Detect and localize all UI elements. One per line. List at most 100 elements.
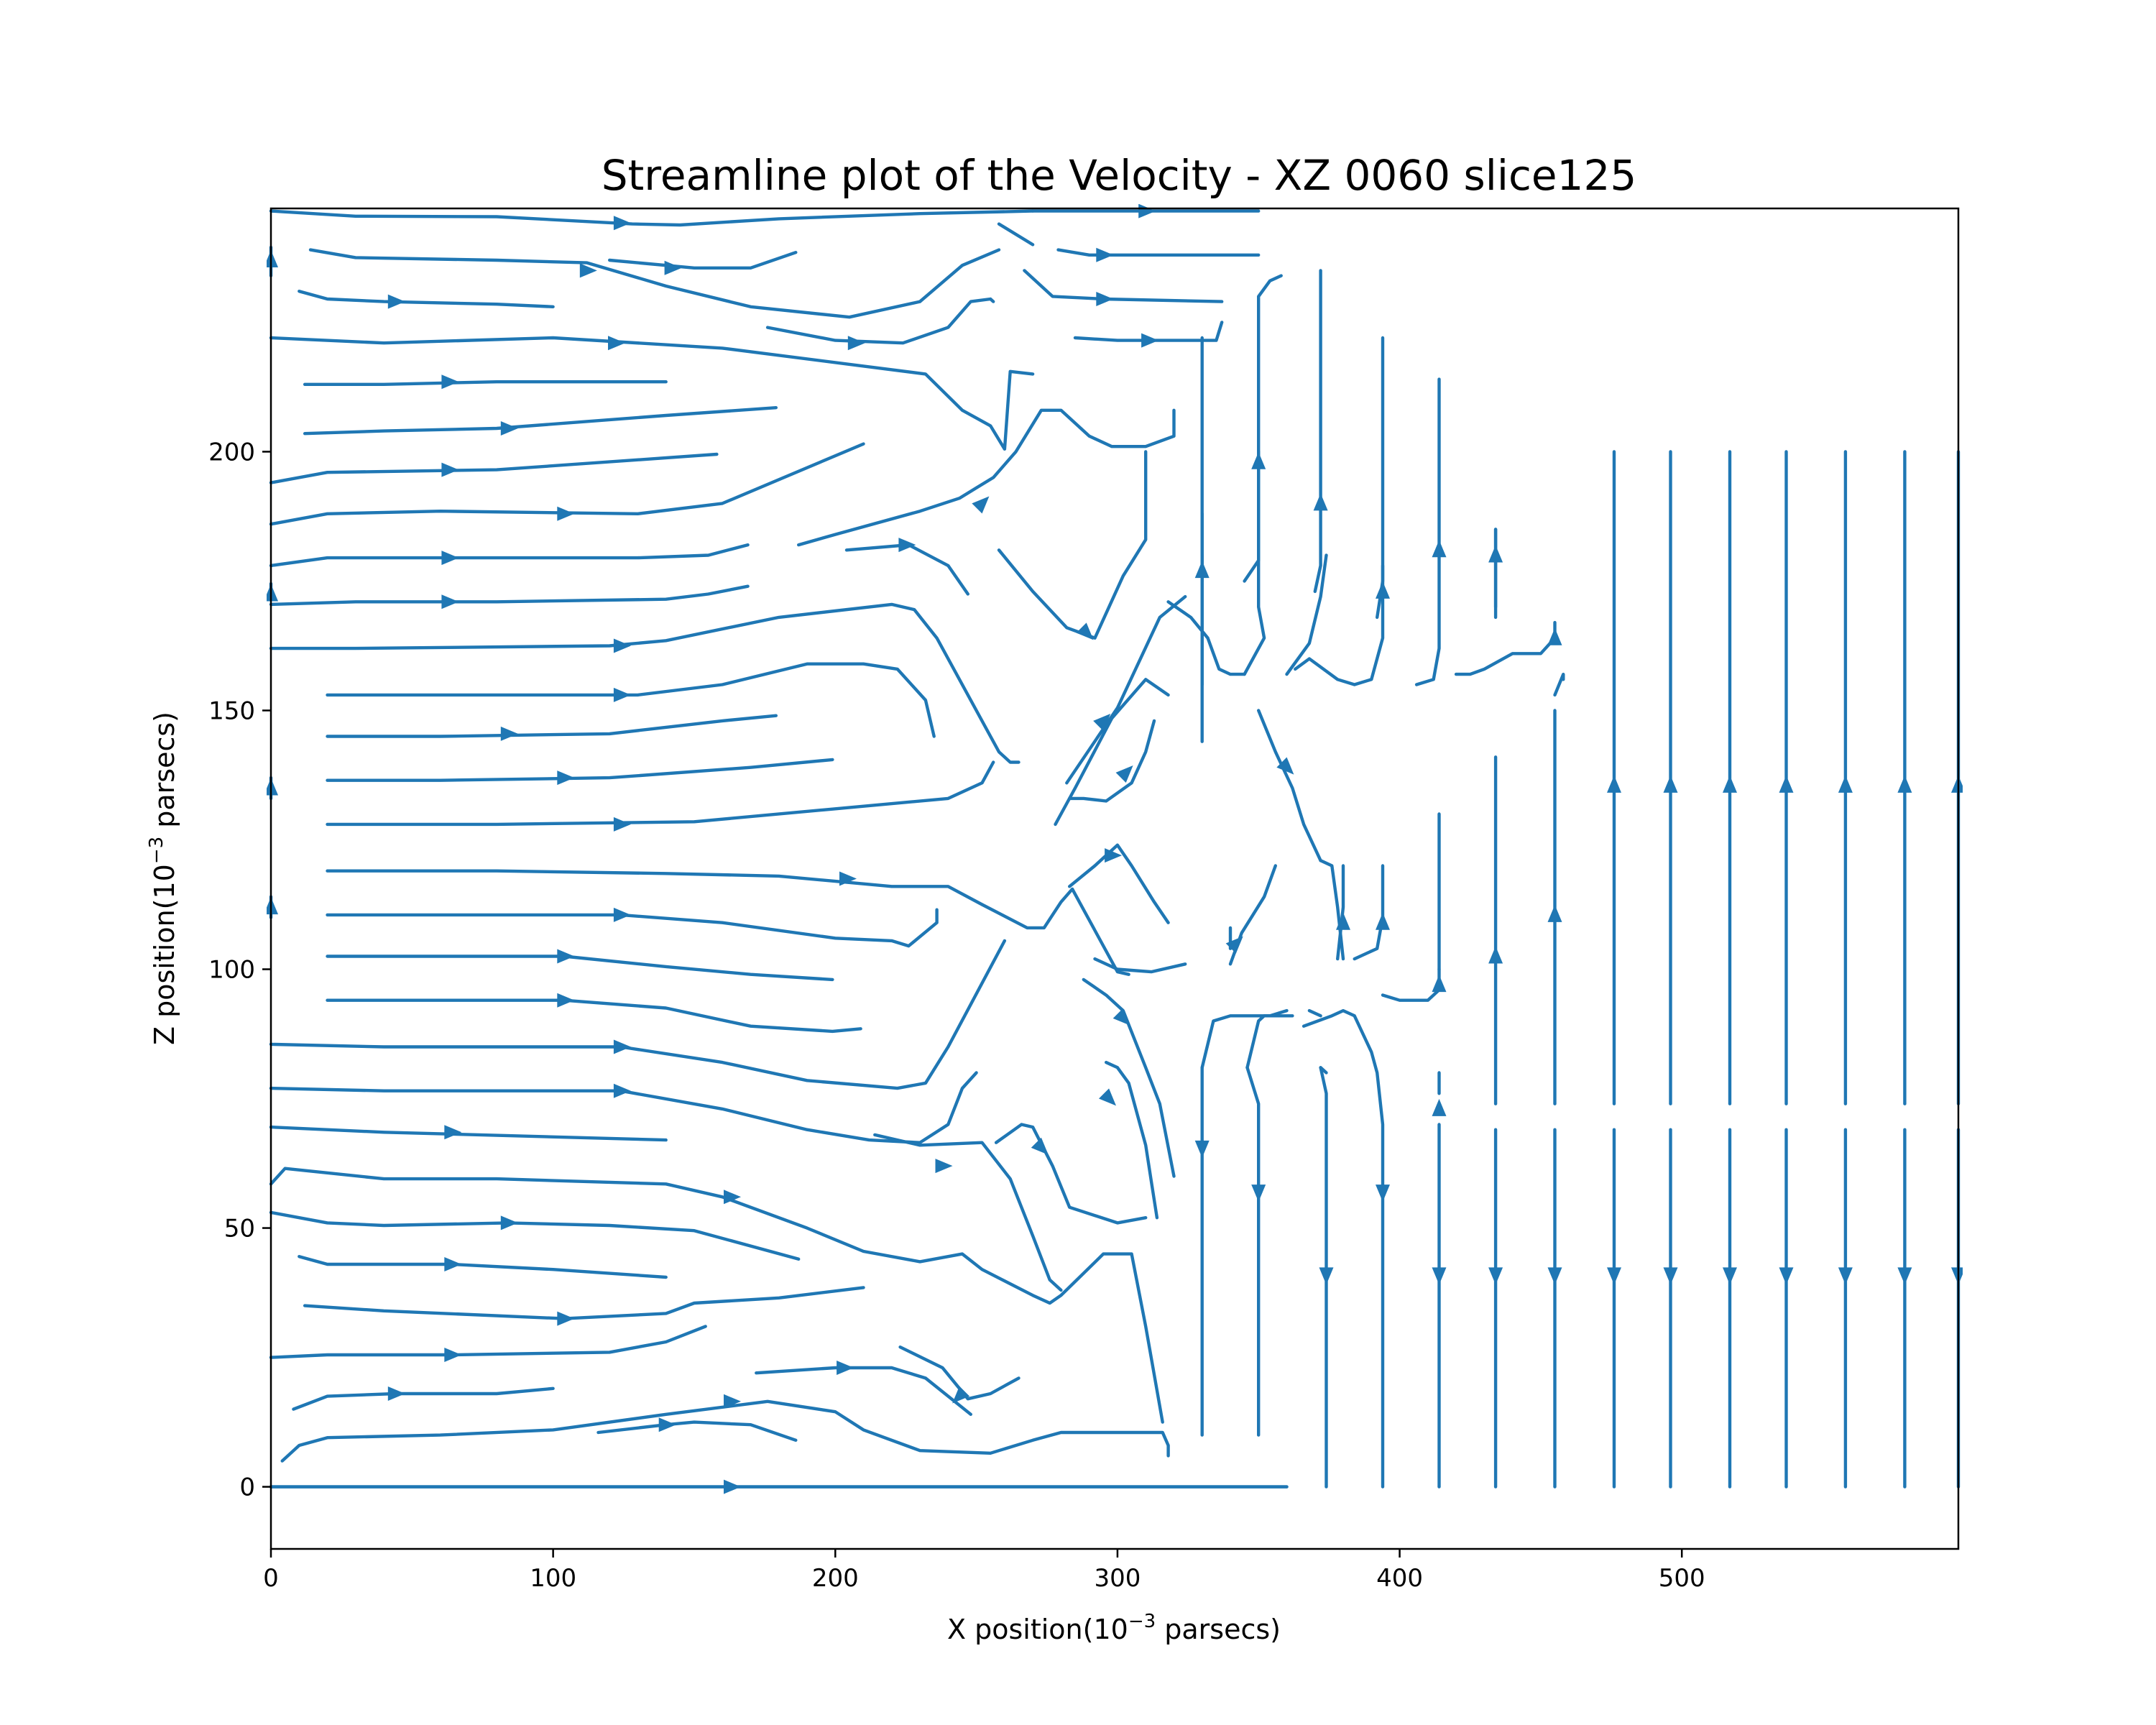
streamline-29 (326, 908, 939, 948)
streamline-8 (1056, 248, 1261, 257)
chart-title: Streamline plot of the Velocity - XZ 006… (602, 151, 1637, 200)
arrow-marker-24 (441, 594, 459, 610)
streamline-9 (298, 290, 555, 308)
arrow-marker-55 (1194, 1140, 1210, 1158)
arrow-marker-3 (579, 263, 597, 278)
arrow-marker-77 (1779, 775, 1794, 793)
streamline-65 (1375, 336, 1385, 620)
arrow-marker-83 (837, 1361, 854, 1375)
arrow-marker-37 (1105, 848, 1123, 863)
arrow-marker-13 (441, 462, 459, 477)
streamline-24 (326, 662, 936, 738)
arrow-marker-63 (1319, 1267, 1334, 1285)
streamline-30 (326, 954, 834, 982)
streamline-21 (844, 543, 970, 596)
streamline-43 (755, 1366, 973, 1417)
streamline-7 (1023, 269, 1224, 303)
arrow-marker-50 (613, 1039, 631, 1054)
arrow-marker-1 (1138, 204, 1156, 218)
plot-frame (270, 207, 1960, 1550)
arrow-marker-22 (1432, 540, 1447, 558)
arrow-marker-42 (1376, 912, 1390, 930)
arrow-marker-36 (613, 816, 631, 832)
streamline-22 (997, 450, 1148, 640)
arrow-marker-65 (1488, 1267, 1503, 1285)
arrow-marker-86 (724, 1394, 741, 1409)
x-axis-title-suffix: parsecs) (1156, 1614, 1281, 1645)
streamline-64 (1294, 564, 1385, 686)
streamline-27 (326, 760, 995, 827)
streamline-83 (1319, 1066, 1328, 1489)
arrow-marker-48 (557, 993, 575, 1008)
x-tick-label: 200 (812, 1564, 859, 1593)
arrow-marker-16 (898, 538, 916, 553)
arrow-marker-6 (387, 294, 405, 309)
arrow-marker-67 (1607, 1267, 1621, 1285)
streamline-15 (269, 452, 719, 484)
arrow-marker-76 (1723, 775, 1737, 793)
y-axis-title: Z position(10−3 parsecs) (146, 712, 180, 1045)
arrow-marker-0 (613, 216, 631, 231)
arrow-marker-74 (1607, 775, 1621, 793)
arrow-marker-64 (1432, 1267, 1447, 1285)
streamline-56 (1166, 600, 1246, 676)
x-axis-title-prefix: X position(10 (947, 1614, 1128, 1645)
streamline-41 (280, 1399, 1170, 1463)
streamline-45 (873, 1133, 1063, 1292)
arrow-marker-7 (1096, 292, 1114, 306)
streamline-77 (1200, 1008, 1289, 1070)
streamline-16 (269, 442, 865, 526)
streamline-81 (1302, 1008, 1385, 1489)
streamline-63 (1285, 553, 1328, 676)
streamline-49 (1082, 978, 1176, 1178)
streamline-52 (1054, 678, 1170, 827)
streamline-10 (269, 336, 1035, 451)
streamline-51 (1065, 594, 1187, 785)
streamline-84 (1319, 1066, 1328, 1075)
arrow-marker-56 (1031, 1137, 1049, 1155)
arrow-marker-59 (1376, 1184, 1390, 1202)
streamline-60 (1243, 274, 1283, 583)
streamline-23 (269, 602, 1021, 764)
arrow-marker-43 (1547, 904, 1562, 922)
arrow-marker-18 (1194, 561, 1210, 579)
streamline-5 (918, 248, 1001, 303)
arrow-marker-52 (1098, 1088, 1116, 1106)
streamline-46 (994, 1123, 1148, 1225)
x-tick-label: 300 (1094, 1564, 1141, 1593)
arrow-marker-78 (1838, 775, 1853, 793)
streamline-37 (298, 1254, 668, 1279)
arrow-marker-70 (1779, 1267, 1794, 1285)
arrow-marker-57 (935, 1159, 953, 1174)
streamline-0 (269, 209, 1035, 227)
y-axis-title-suffix: parsecs) (149, 712, 180, 837)
streamline-44 (898, 1345, 1021, 1401)
arrow-marker-19 (1251, 451, 1266, 469)
arrow-marker-4 (664, 260, 682, 275)
streamline-79 (1245, 1066, 1261, 1437)
arrow-marker-34 (557, 770, 575, 786)
streamline-26 (326, 758, 834, 782)
streamline-14 (303, 406, 778, 436)
streamline-36 (269, 1210, 801, 1261)
streamline-28 (326, 869, 1130, 976)
y-axis: 0 50 100 150 200 (208, 438, 271, 1502)
arrow-marker-84 (387, 1386, 405, 1401)
arrow-marker-9 (847, 336, 865, 351)
streamline-73 (1335, 864, 1345, 961)
arrow-marker-15 (557, 506, 575, 521)
streamline-40 (292, 1386, 555, 1411)
arrow-marker-33 (1115, 765, 1133, 783)
arrow-marker-8 (608, 336, 625, 351)
y-tick-label: 200 (208, 438, 255, 466)
arrow-marker-10 (1141, 333, 1159, 348)
arrow-marker-47 (1432, 975, 1447, 993)
x-tick-label: 500 (1659, 1564, 1705, 1593)
streamline-17 (269, 543, 750, 568)
arrow-marker-12 (500, 421, 518, 436)
streamline-13 (303, 380, 668, 386)
streamline-39 (269, 1325, 707, 1359)
streamline-35 (269, 1167, 1164, 1424)
streamline-18 (269, 584, 750, 607)
